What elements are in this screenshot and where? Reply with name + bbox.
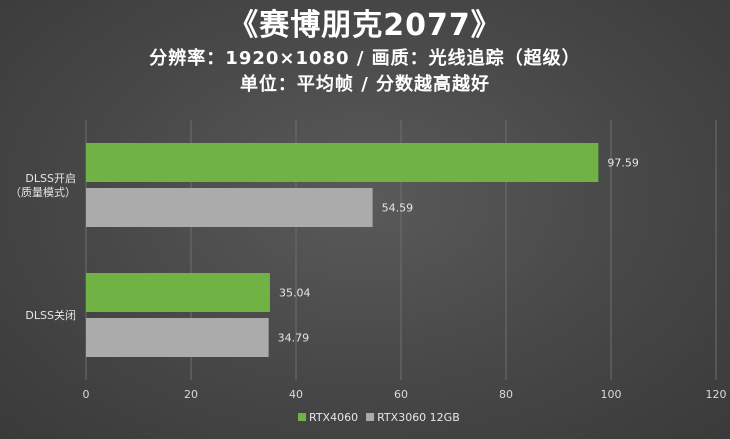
- category-labels: DLSS开启（质量模式） DLSS关闭: [10, 172, 76, 322]
- x-tick-labels: 0 20 40 60 80 100 120: [83, 388, 727, 401]
- category-label: （质量模式）: [10, 186, 76, 199]
- title-block: 《赛博朋克2077》 分辨率：1920×1080 / 画质：光线追踪（超级） 单…: [0, 0, 730, 98]
- x-tick-label: 60: [394, 388, 408, 401]
- x-tick-label: 80: [499, 388, 513, 401]
- data-label: 35.04: [279, 287, 311, 300]
- chart-subtitle: 分辨率：1920×1080 / 画质：光线追踪（超级）: [149, 48, 581, 69]
- legend-label: RTX4060: [309, 411, 358, 424]
- legend-swatch: [366, 413, 375, 421]
- legend-swatch: [298, 413, 306, 421]
- chart-subtitle-units: 单位：平均帧 / 分数越高越好: [239, 74, 491, 95]
- bars: [86, 143, 599, 357]
- bar: [86, 143, 599, 182]
- bar: [86, 273, 270, 312]
- x-tick-label: 120: [706, 388, 727, 401]
- x-tick-label: 20: [184, 388, 198, 401]
- bar: [86, 188, 373, 227]
- bar: [86, 318, 269, 357]
- chart-title: 《赛博朋克2077》: [228, 8, 502, 43]
- category-label: DLSS关闭: [25, 308, 76, 322]
- data-labels: 97.59 54.59 35.04 34.79: [278, 157, 639, 345]
- category-label: DLSS开启: [25, 172, 76, 185]
- data-label: 97.59: [607, 157, 639, 170]
- x-tick-label: 100: [601, 388, 622, 401]
- legend-label: RTX3060 12GB: [377, 411, 460, 424]
- legend: RTX4060 RTX3060 12GB: [298, 411, 460, 424]
- data-label: 34.79: [278, 332, 310, 345]
- x-tick-label: 0: [83, 388, 90, 401]
- data-label: 54.59: [382, 202, 414, 215]
- x-tick-label: 40: [289, 388, 303, 401]
